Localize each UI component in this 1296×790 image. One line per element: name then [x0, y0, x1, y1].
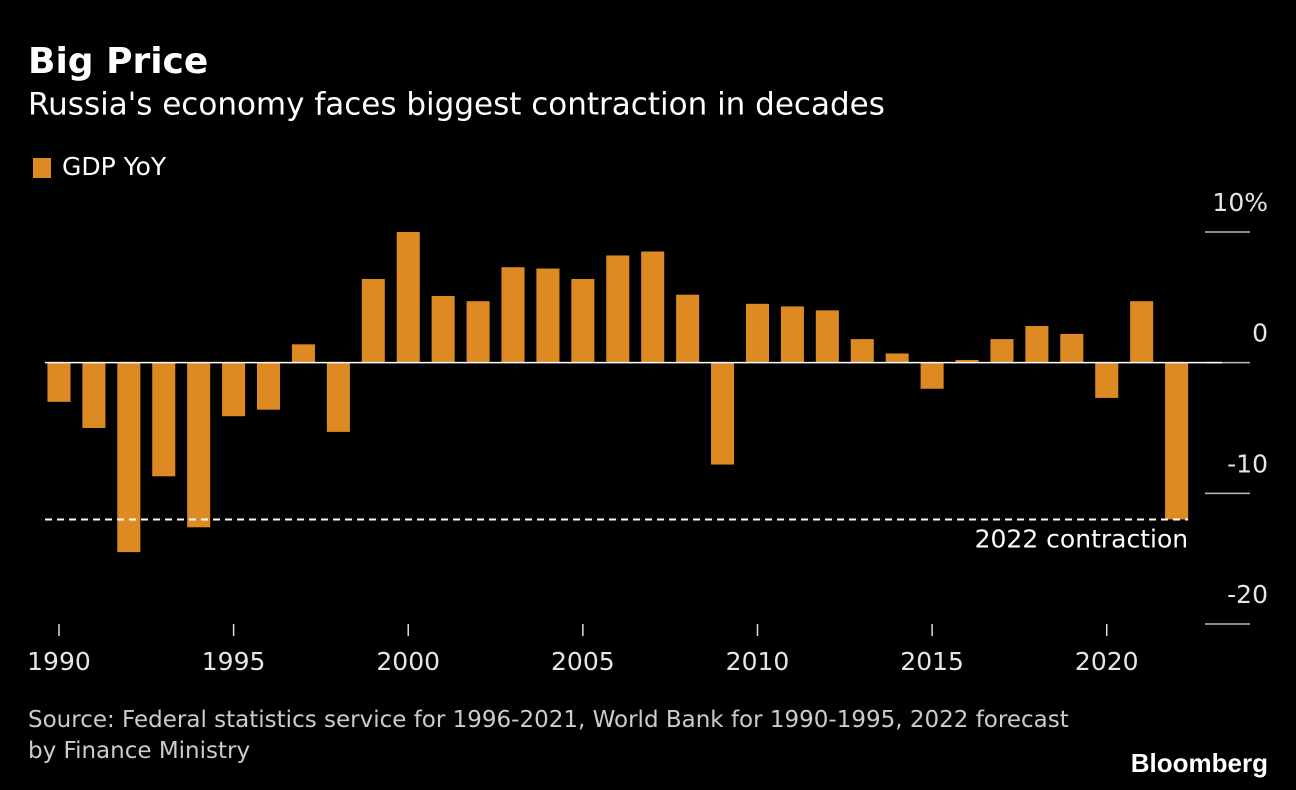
x-tick-label: 2005: [551, 647, 615, 676]
source-note: Source: Federal statistics service for 1…: [28, 707, 1069, 764]
bar: [745, 303, 770, 363]
bar: [431, 295, 455, 363]
x-tick-label: 1995: [202, 647, 266, 676]
bar: [1130, 301, 1154, 363]
bar: [990, 339, 1014, 363]
bar: [1095, 362, 1119, 398]
y-tick-label: 10%: [1212, 188, 1268, 217]
source-box: Source: Federal statistics service for 1…: [28, 707, 1069, 764]
chart-subtitle: Russia's economy faces biggest contracti…: [28, 87, 885, 123]
bar: [47, 362, 71, 402]
bar: [536, 268, 560, 363]
bar: [152, 362, 176, 477]
bar: [815, 310, 839, 363]
x-tick-label: 1990: [27, 647, 91, 676]
bar: [885, 353, 909, 363]
bar: [117, 362, 141, 553]
bar: [82, 362, 106, 428]
bar: [955, 360, 979, 363]
bar: [850, 339, 874, 363]
bar: [641, 251, 665, 363]
y-tick-label: -10: [1227, 449, 1268, 478]
bar: [1060, 333, 1084, 363]
bar: [187, 362, 211, 528]
x-tick-label: 2000: [376, 647, 440, 676]
bar: [1165, 362, 1189, 520]
bar: [1025, 326, 1049, 363]
bar: [256, 362, 281, 410]
legend-swatch: [33, 158, 51, 178]
bar: [326, 362, 350, 432]
bar: [606, 255, 630, 363]
y-tick-label: -20: [1227, 580, 1268, 609]
x-tick-label: 2010: [726, 647, 790, 676]
bar: [396, 231, 420, 363]
bar: [711, 362, 735, 465]
bar: [920, 362, 944, 389]
bar: [291, 344, 315, 363]
reference-label: 2022 contraction: [975, 524, 1189, 553]
y-tick-label: 0: [1252, 319, 1268, 348]
bar: [361, 278, 385, 363]
brand-logo: Bloomberg: [1131, 748, 1268, 778]
bar: [222, 362, 246, 417]
bar: [676, 294, 700, 363]
bar: [780, 306, 804, 363]
bar: [571, 278, 595, 363]
bar: [501, 267, 525, 363]
chart-title: Big Price: [28, 41, 208, 82]
bar: [466, 301, 490, 363]
x-tick-label: 2015: [900, 647, 964, 676]
x-tick-label: 2020: [1075, 647, 1139, 676]
legend-label: GDP YoY: [62, 152, 167, 181]
